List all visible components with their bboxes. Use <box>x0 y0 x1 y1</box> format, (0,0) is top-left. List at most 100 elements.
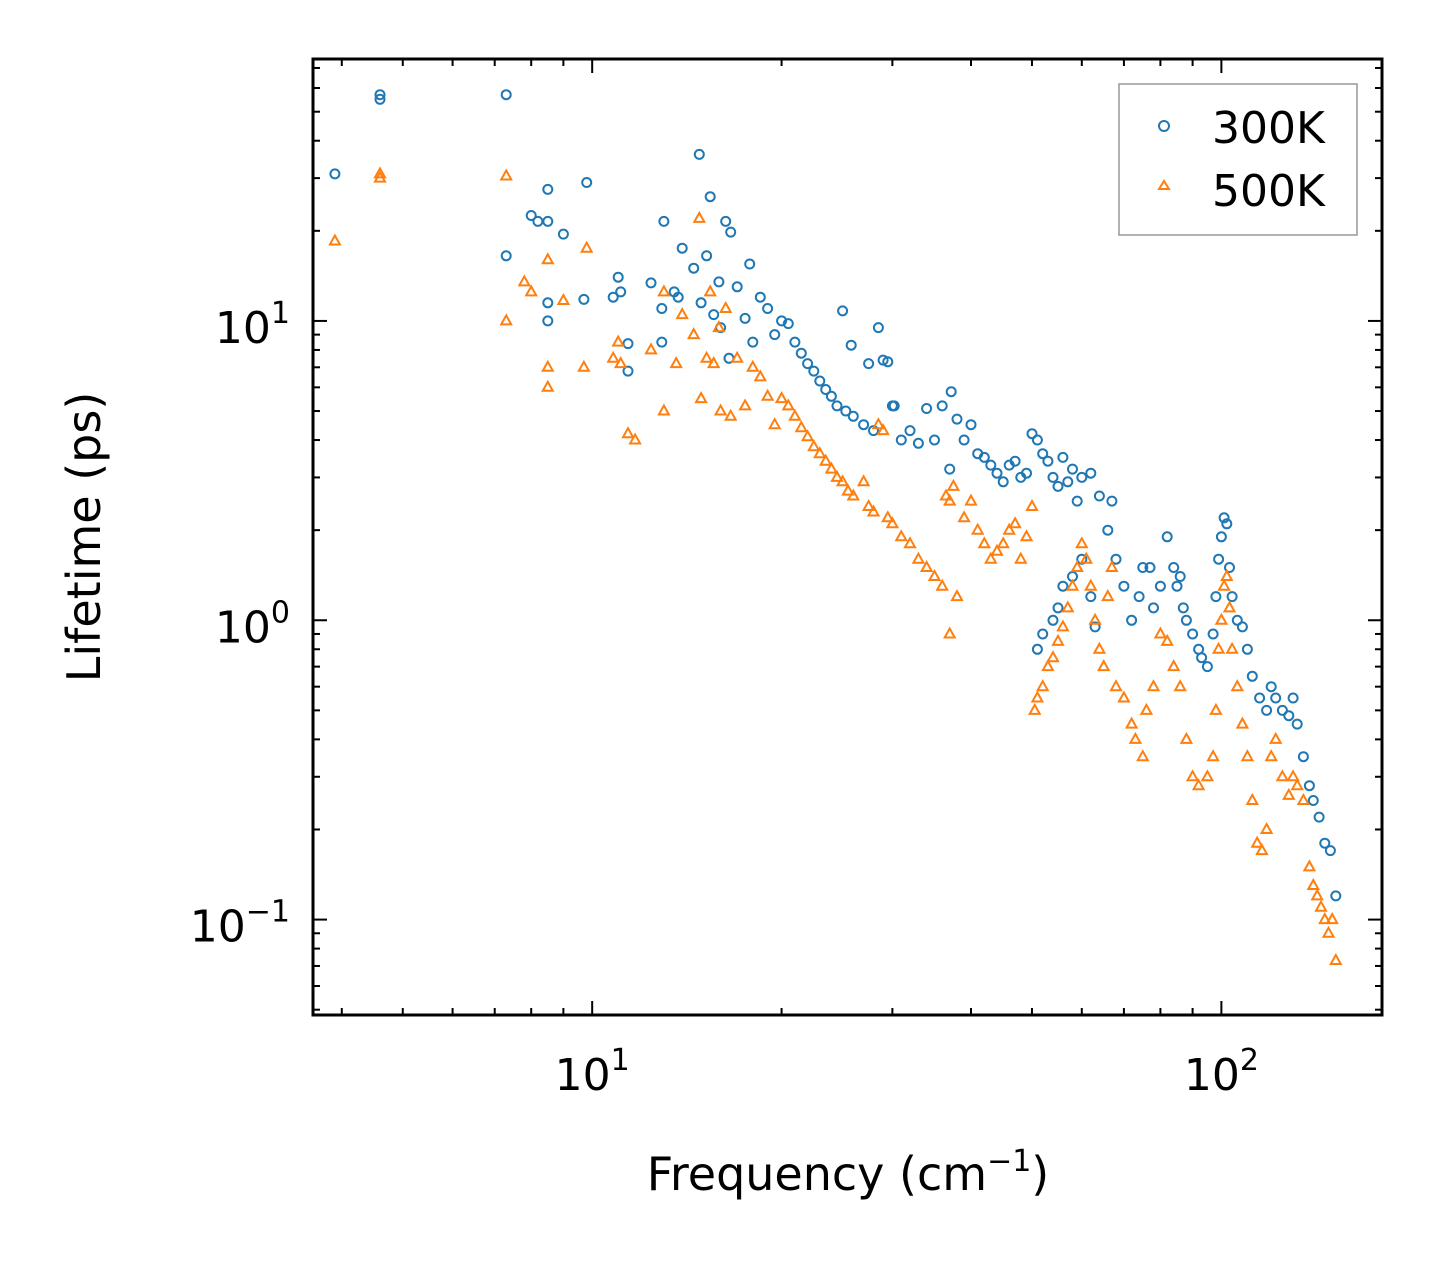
point-300k-152 <box>1196 652 1208 664</box>
point-500k-4 <box>499 313 513 326</box>
point-500k-91 <box>1079 551 1093 564</box>
point-500k-63 <box>927 568 942 581</box>
point-300k-151 <box>1177 602 1189 614</box>
point-300k-81 <box>997 476 1009 488</box>
point-300k-26 <box>688 262 700 274</box>
point-300k-28 <box>695 297 707 309</box>
point-300k-118 <box>1215 531 1227 543</box>
point-300k-47 <box>795 347 807 359</box>
point-500k-41 <box>788 408 802 421</box>
point-300k-17 <box>622 338 634 350</box>
point-300k-29 <box>701 250 713 262</box>
point-300k-100 <box>1106 495 1118 507</box>
point-500k-11 <box>580 240 594 253</box>
point-300k-94 <box>1067 463 1078 475</box>
point-300k-111 <box>1174 571 1186 582</box>
point-500k-61 <box>911 551 926 564</box>
point-300k-4 <box>500 250 512 262</box>
point-300k-27 <box>693 148 705 160</box>
point-300k-115 <box>1201 661 1213 673</box>
point-300k-107 <box>1148 602 1159 614</box>
point-300k-135 <box>1303 780 1315 792</box>
point-300k-130 <box>1276 704 1288 716</box>
point-300k-42 <box>762 303 774 314</box>
point-500k-131 <box>1282 787 1296 800</box>
point-500k-40 <box>781 398 795 411</box>
point-500k-72 <box>984 551 998 564</box>
point-300k-116 <box>1210 591 1222 603</box>
point-300k-21 <box>656 336 668 348</box>
point-500k-70 <box>971 522 985 535</box>
point-300k-123 <box>1236 621 1248 633</box>
point-300k-45 <box>782 318 794 330</box>
point-500k-38 <box>768 417 782 430</box>
point-500k-122 <box>1235 716 1250 729</box>
point-500k-132 <box>1286 769 1300 782</box>
point-300k-40 <box>747 336 759 348</box>
point-500k-84 <box>1046 650 1060 663</box>
point-300k-104 <box>1133 591 1145 603</box>
point-300k-90 <box>1047 471 1059 483</box>
point-300k-89 <box>1042 455 1054 467</box>
point-300k-61 <box>872 322 884 334</box>
point-500k-20 <box>657 403 671 416</box>
point-500k-117 <box>1217 578 1231 591</box>
point-500k-102 <box>1136 749 1150 762</box>
point-300k-102 <box>1118 580 1130 592</box>
point-500k-21 <box>669 356 683 369</box>
legend-label-500k: 500K <box>1212 166 1326 217</box>
point-500k-77 <box>1014 551 1028 564</box>
x-tick-label: 101 <box>555 1043 630 1101</box>
point-500k-36 <box>753 369 767 382</box>
point-500k-86 <box>1056 619 1070 632</box>
point-300k-91 <box>1052 480 1064 492</box>
point-300k-68 <box>912 437 924 449</box>
plot-frame <box>311 57 1384 1017</box>
point-300k-65 <box>888 400 900 412</box>
point-500k-54 <box>866 504 881 517</box>
point-500k-31 <box>719 300 733 313</box>
point-300k-76 <box>965 419 977 431</box>
point-500k-108 <box>1173 679 1187 692</box>
point-500k-133 <box>1290 778 1304 791</box>
point-500k-121 <box>1230 679 1244 692</box>
point-300k-138 <box>1319 837 1331 849</box>
point-300k-30 <box>704 191 716 203</box>
point-500k-1 <box>373 166 387 179</box>
point-300k-146 <box>1085 591 1097 603</box>
point-500k-112 <box>1200 769 1215 782</box>
point-300k-92 <box>1057 451 1069 463</box>
point-300k-79 <box>985 459 997 471</box>
point-300k-46 <box>789 336 801 348</box>
point-500k-27 <box>703 284 717 297</box>
point-300k-9 <box>542 297 554 309</box>
point-500k-14 <box>611 334 625 347</box>
point-500k-56 <box>876 423 890 436</box>
point-500k-23 <box>687 327 701 340</box>
point-500k-103 <box>1139 702 1154 715</box>
point-300k-148 <box>1057 580 1069 592</box>
point-300k-72 <box>944 463 956 475</box>
point-300k-78 <box>978 451 990 463</box>
point-300k-132 <box>1287 692 1299 704</box>
point-500k-78 <box>1019 529 1034 542</box>
point-500k-22 <box>675 307 689 320</box>
legend-box <box>1118 83 1358 236</box>
point-500k-116 <box>1214 612 1229 625</box>
point-500k-35 <box>746 359 760 372</box>
point-300k-8 <box>542 215 554 227</box>
point-300k-142 <box>1037 628 1049 640</box>
point-500k-71 <box>977 536 991 549</box>
point-300k-14 <box>607 291 619 303</box>
point-300k-16 <box>615 286 627 298</box>
point-300k-25 <box>676 242 688 254</box>
point-300k-39 <box>744 258 756 270</box>
point-300k-66 <box>895 434 907 446</box>
axis-ticks <box>313 59 1382 1015</box>
point-300k-150 <box>1171 580 1183 592</box>
point-500k-137 <box>1310 888 1324 901</box>
point-300k-96 <box>1076 471 1088 483</box>
point-500k-89 <box>1070 559 1084 572</box>
point-500k-3 <box>499 168 513 181</box>
point-300k-108 <box>1154 580 1166 592</box>
